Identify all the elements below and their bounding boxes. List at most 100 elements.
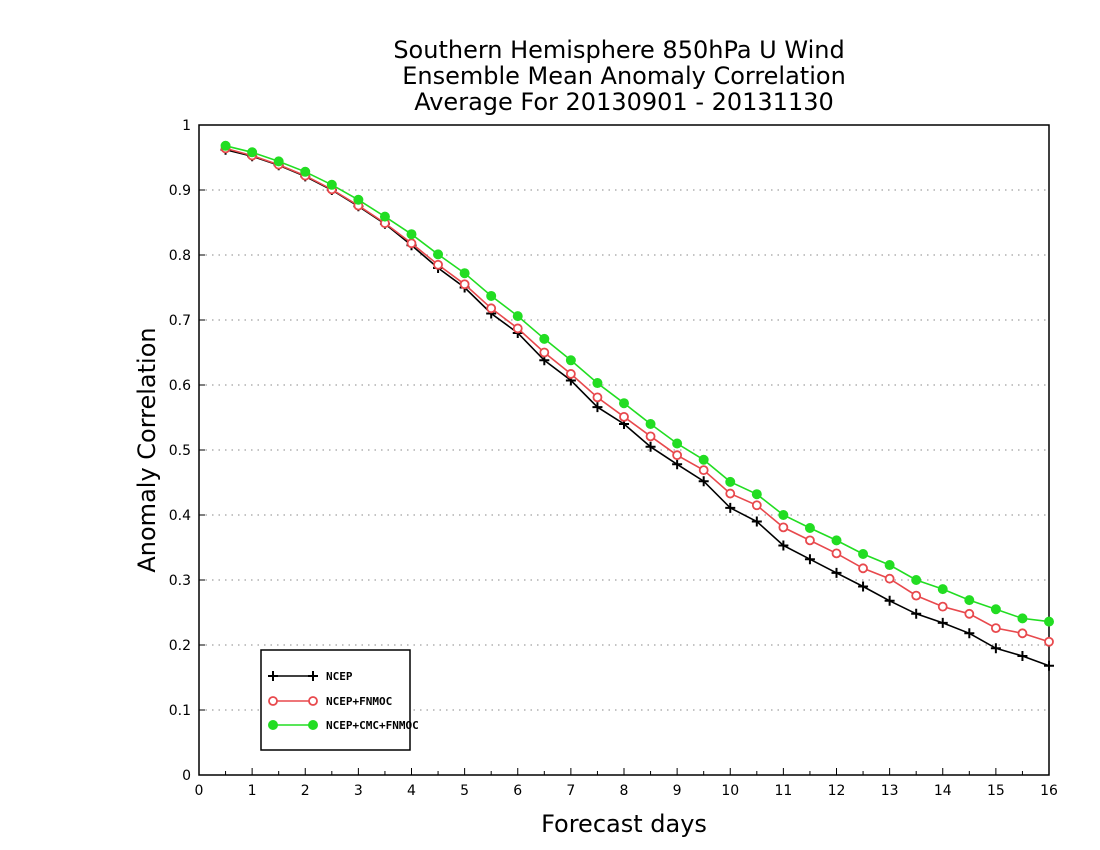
data-point xyxy=(911,575,922,585)
axis-ticks xyxy=(198,124,1050,776)
data-point xyxy=(619,398,629,409)
data-point xyxy=(911,590,922,601)
data-point xyxy=(645,441,656,452)
legend-entry: NCEP xyxy=(268,670,353,683)
x-axis-label: Forecast days xyxy=(541,810,707,838)
y-tick-label: 0 xyxy=(182,768,191,784)
data-point xyxy=(937,584,948,595)
legend-marker xyxy=(268,720,278,730)
legend-entry: NCEP+FNMOC xyxy=(268,695,392,708)
data-point xyxy=(964,628,975,639)
data-point xyxy=(326,179,337,190)
series-line xyxy=(225,147,1050,643)
chart-title: Southern Hemisphere 850hPa U Wind Ensemb… xyxy=(393,36,845,116)
data-point xyxy=(698,454,709,465)
legend-marker xyxy=(268,696,278,706)
x-tick-label: 5 xyxy=(460,783,469,799)
chart-title-line-1: Southern Hemisphere 850hPa U Wind xyxy=(393,36,844,64)
data-point xyxy=(592,402,603,413)
data-point xyxy=(990,643,1001,654)
data-point xyxy=(884,573,895,584)
y-tick-label: 0.3 xyxy=(169,573,191,589)
x-tick-label: 13 xyxy=(881,783,899,799)
chart-title-line-2: Ensemble Mean Anomaly Correlation xyxy=(402,62,846,90)
data-point xyxy=(406,238,417,249)
data-point xyxy=(379,211,390,222)
x-tick-label: 14 xyxy=(934,783,952,799)
x-axis-tick-labels: 0 1 2 3 4 5 6 7 8 9 10 11 12 13 14 15 16 xyxy=(195,783,1058,799)
legend-marker xyxy=(268,671,278,681)
data-point xyxy=(486,290,497,301)
data-point xyxy=(300,166,311,177)
data-point xyxy=(858,581,869,592)
y-axis-tick-labels: 0 0.1 0.2 0.3 0.4 0.5 0.6 0.7 0.8 0.9 1 xyxy=(169,118,191,784)
data-point xyxy=(778,510,789,520)
data-point xyxy=(858,563,868,574)
x-tick-label: 10 xyxy=(721,783,739,799)
series-ncep xyxy=(220,144,1054,671)
data-point xyxy=(831,535,842,546)
data-point xyxy=(353,194,364,205)
data-point xyxy=(486,303,497,314)
data-point xyxy=(937,601,948,612)
data-point xyxy=(406,229,417,240)
series-line xyxy=(225,145,1050,623)
y-tick-label: 0.4 xyxy=(169,508,191,524)
legend-marker xyxy=(308,671,318,681)
data-point xyxy=(645,431,656,442)
data-point xyxy=(990,604,1001,615)
y-tick-label: 1 xyxy=(182,118,191,134)
data-point xyxy=(512,323,523,334)
legend-label: NCEP+CMC+FNMOC xyxy=(326,719,419,732)
data-point xyxy=(672,438,683,449)
data-point xyxy=(433,249,444,260)
legend-label: NCEP+FNMOC xyxy=(326,695,392,708)
data-point xyxy=(645,419,656,429)
data-point xyxy=(804,523,815,533)
data-point xyxy=(273,156,284,167)
data-point xyxy=(592,378,603,389)
y-tick-label: 0.6 xyxy=(169,378,191,394)
data-point xyxy=(1017,613,1028,624)
data-point xyxy=(725,476,736,487)
data-point xyxy=(884,560,895,571)
x-tick-label: 2 xyxy=(301,783,310,799)
legend-box xyxy=(260,649,411,751)
data-point xyxy=(459,279,470,290)
data-point xyxy=(512,311,523,322)
data-point xyxy=(725,488,736,499)
data-point xyxy=(1044,616,1054,627)
data-point xyxy=(1017,628,1028,639)
data-point xyxy=(672,450,683,461)
y-tick-label: 0.5 xyxy=(169,443,191,459)
data-point xyxy=(539,333,550,344)
x-tick-label: 8 xyxy=(620,783,629,799)
y-tick-label: 0.2 xyxy=(169,638,191,654)
series-ncep-fnmoc xyxy=(220,143,1054,647)
series-line xyxy=(225,148,1050,667)
grid-lines xyxy=(199,189,1049,711)
data-point xyxy=(433,259,443,270)
data-point xyxy=(619,411,629,422)
data-point xyxy=(1044,636,1054,647)
y-tick-label: 0.9 xyxy=(169,183,191,199)
data-point xyxy=(698,476,709,487)
x-tick-label: 7 xyxy=(566,783,575,799)
data-point xyxy=(805,535,815,546)
data-point xyxy=(751,516,762,527)
data-point xyxy=(1044,660,1054,671)
x-tick-label: 9 xyxy=(673,783,682,799)
data-point xyxy=(778,522,789,533)
data-point xyxy=(884,595,895,606)
legend-marker xyxy=(308,696,318,706)
data-point xyxy=(672,459,683,470)
legend-marker xyxy=(308,720,318,730)
data-point xyxy=(247,147,258,158)
data-point xyxy=(831,567,842,578)
data-point xyxy=(565,369,576,379)
y-tick-label: 0.8 xyxy=(169,248,191,264)
data-point xyxy=(220,140,231,151)
data-point xyxy=(698,465,709,476)
data-point xyxy=(804,554,815,565)
